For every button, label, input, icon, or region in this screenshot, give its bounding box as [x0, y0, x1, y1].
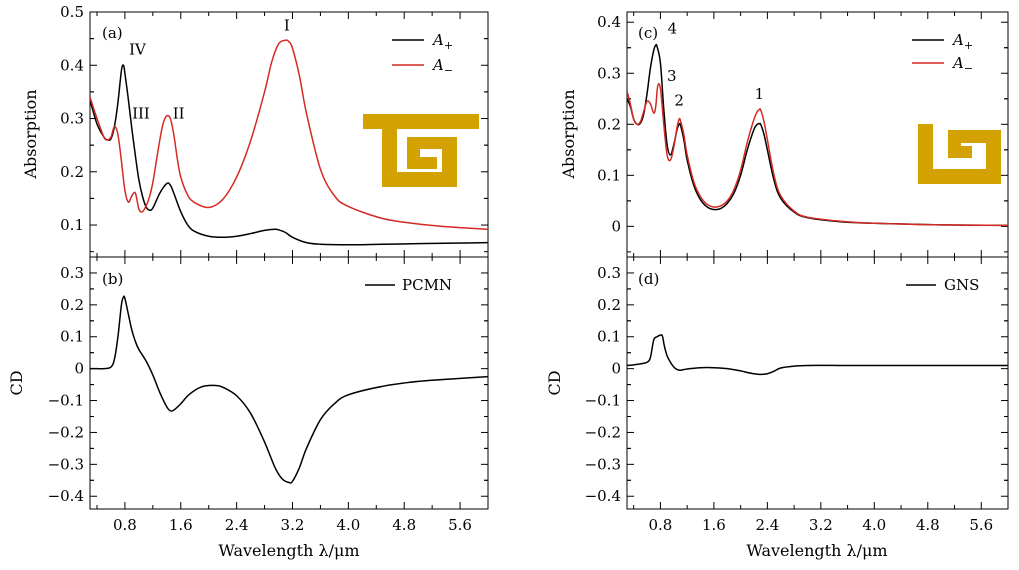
- x-tick-label: 3.2: [809, 516, 833, 534]
- plot-frame: [89, 11, 489, 258]
- peak-label: IV: [129, 41, 147, 59]
- y-tick-label: 0.1: [60, 328, 84, 346]
- panel-label: (d): [638, 270, 659, 288]
- y-tick-label: −0.1: [585, 392, 621, 410]
- plot-frame: [89, 256, 489, 510]
- x-ticks: 0.8 1.6 2.4 3.2 4.0 4.8 5.6: [633, 257, 1009, 534]
- legend-label-gns: GNS: [944, 276, 979, 294]
- x-axis-label: Wavelength λ/μm: [218, 541, 359, 560]
- y-tick-label: 0.1: [60, 216, 84, 234]
- y-tick-label: 0.4: [60, 56, 84, 74]
- y-tick-label: −0.1: [48, 392, 84, 410]
- legend: GNS: [906, 276, 979, 294]
- y-tick-label: 0.3: [60, 110, 84, 128]
- x-tick-label: 4.0: [336, 516, 360, 534]
- x-tick-label: 5.6: [448, 516, 472, 534]
- y-tick-label: −0.4: [585, 487, 621, 505]
- x-tick-label: 1.6: [702, 516, 726, 534]
- peak-label: 1: [755, 85, 765, 103]
- y-tick-label: 0: [611, 217, 621, 235]
- y-tick-label: −0.2: [585, 423, 621, 441]
- x-tick-label: 3.2: [281, 516, 305, 534]
- panel-label: (a): [102, 24, 123, 42]
- series-lines: [90, 295, 488, 484]
- rectangular-spiral-icon: [363, 114, 479, 187]
- series-lines: [627, 43, 1008, 227]
- y-tick-label: −0.3: [585, 455, 621, 473]
- x-axis-label: Wavelength λ/μm: [746, 541, 887, 560]
- y-tick-label: 0.3: [597, 264, 621, 282]
- series-lines: [627, 334, 1008, 376]
- x-tick-label: 0.8: [648, 516, 672, 534]
- annotations: 4 3 2 1: [667, 19, 764, 109]
- x-tick-label: 4.8: [392, 516, 416, 534]
- y-ticks: 0.3 0.2 0.1 0 −0.1 −0.2 −0.3 −0.4: [585, 264, 1008, 505]
- panel-label: (c): [638, 24, 658, 42]
- y-tick-label: 0.5: [60, 3, 84, 21]
- y-axis-label: CD: [545, 370, 564, 395]
- x-tick-label: 0.8: [113, 516, 137, 534]
- y-tick-label: 0.4: [597, 13, 621, 31]
- legend: PCMN: [365, 276, 452, 294]
- peak-label: 2: [674, 91, 684, 109]
- x-tick-label: 4.0: [862, 516, 886, 534]
- legend-label-a-plus: A+: [431, 31, 453, 52]
- y-ticks: 0.3 0.2 0.1 0 −0.1 −0.2 −0.3 −0.4: [48, 264, 488, 505]
- x-tick-label: 2.4: [755, 516, 779, 534]
- y-tick-label: −0.4: [48, 487, 84, 505]
- peak-label: II: [173, 105, 185, 123]
- y-tick-label: 0.2: [597, 115, 621, 133]
- legend-label-a-minus: A−: [951, 54, 973, 75]
- panel-c: 0 0.1 0.2 0.3 0.4 (c) 4 3 2 1 Absorption A+ A−: [559, 11, 1009, 258]
- peak-label: 3: [667, 67, 677, 85]
- y-tick-label: −0.2: [48, 423, 84, 441]
- legend: A+ A−: [392, 31, 453, 77]
- y-tick-label: 0.1: [597, 328, 621, 346]
- series-line-c-1: [627, 83, 1008, 227]
- y-tick-label: −0.3: [48, 455, 84, 473]
- series-line-a-0: [90, 64, 488, 246]
- square-spiral-icon: [918, 124, 1001, 184]
- x-ticks: [96, 12, 489, 257]
- y-axis-label: Absorption: [21, 89, 40, 179]
- y-ticks: 0 0.1 0.2 0.3 0.4: [597, 13, 1008, 253]
- x-tick-label: 2.4: [225, 516, 249, 534]
- y-axis-label: Absorption: [559, 89, 578, 179]
- peak-label: III: [132, 105, 150, 123]
- y-tick-label: 0: [611, 360, 621, 378]
- y-ticks: 0.1 0.2 0.3 0.4 0.5: [60, 3, 488, 253]
- x-tick-label: 4.8: [916, 516, 940, 534]
- y-tick-label: 0.2: [60, 163, 84, 181]
- y-axis-label: CD: [7, 370, 26, 395]
- plot-frame: [626, 256, 1009, 510]
- y-tick-label: 0.2: [60, 296, 84, 314]
- series-line-c-0: [627, 43, 1008, 227]
- series-line-d-0: [627, 334, 1008, 376]
- y-tick-label: 0.1: [597, 166, 621, 184]
- y-tick-label: 0: [74, 360, 84, 378]
- x-ticks: 0.8 1.6 2.4 3.2 4.0 4.8 5.6: [96, 257, 489, 534]
- x-tick-label: 1.6: [169, 516, 193, 534]
- legend-label-pcmn: PCMN: [402, 276, 452, 294]
- legend-label-a-plus: A+: [951, 31, 973, 52]
- series-line-b-0: [90, 295, 488, 484]
- y-tick-label: 0.3: [597, 64, 621, 82]
- x-ticks: [633, 12, 1009, 257]
- legend-label-a-minus: A−: [431, 56, 453, 77]
- panel-d: 0.8 1.6 2.4 3.2 4.0 4.8 5.6 0.3 0.2 0.1 0 −0.1 −0.2…: [545, 256, 1009, 560]
- peak-label: I: [284, 17, 290, 35]
- panel-label: (b): [102, 270, 123, 288]
- series-lines: [90, 39, 488, 246]
- legend: A+ A−: [912, 31, 973, 75]
- y-tick-label: 0.2: [597, 296, 621, 314]
- panel-b: 0.8 1.6 2.4 3.2 4.0 4.8 5.6 0.3 0.2 0.1 0 −0.1 −0.2…: [7, 256, 489, 560]
- peak-label: 4: [668, 19, 678, 37]
- series-line-a-1: [90, 39, 488, 231]
- x-tick-label: 5.6: [969, 516, 993, 534]
- y-tick-label: 0.3: [60, 264, 84, 282]
